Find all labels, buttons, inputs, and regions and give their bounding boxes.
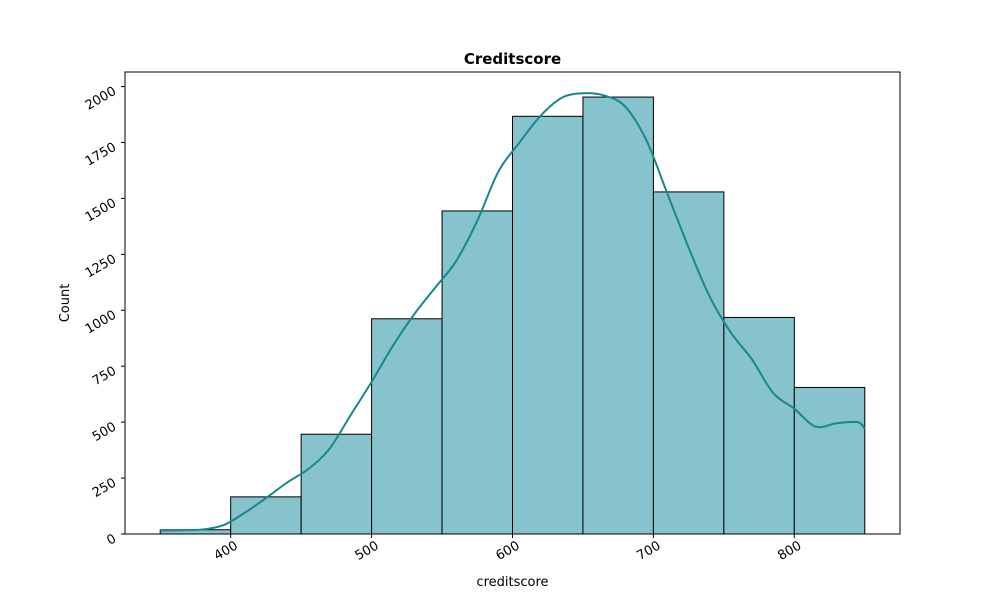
x-axis-label: creditscore xyxy=(476,575,548,590)
y-tick-label: 1750 xyxy=(83,140,119,170)
y-tick-label: 1250 xyxy=(83,252,119,282)
y-tick-label: 1000 xyxy=(83,308,119,338)
bars-layer xyxy=(159,96,866,535)
chart-title: Creditscore xyxy=(464,50,561,68)
kde-curve xyxy=(160,92,866,532)
x-tick-label: 600 xyxy=(493,538,522,563)
histogram-bar-5 xyxy=(512,115,584,535)
y-axis: 0 250 500 750 1000 1250 1500 1750 2000 xyxy=(83,84,125,549)
histogram-bar-2 xyxy=(300,433,373,535)
histogram-bar-9 xyxy=(793,386,866,535)
histogram-bar-7 xyxy=(652,191,725,535)
x-axis: 400 500 600 700 800 xyxy=(212,534,804,564)
x-tick-label: 800 xyxy=(775,538,804,563)
x-tick-label: 700 xyxy=(634,538,663,563)
y-tick-label: 2000 xyxy=(83,84,119,114)
x-tick-label: 500 xyxy=(353,538,382,563)
histogram-bar-3 xyxy=(371,318,443,535)
histogram-bar-8 xyxy=(723,316,795,535)
y-axis-label: Count xyxy=(58,284,73,323)
x-tick-label: 400 xyxy=(212,538,241,563)
y-tick-label: 500 xyxy=(90,420,119,445)
y-tick-label: 0 xyxy=(104,531,119,548)
y-tick-label: 250 xyxy=(90,476,119,501)
histogram-bar-4 xyxy=(441,210,513,535)
y-tick-label: 750 xyxy=(90,364,119,389)
histogram-bar-6 xyxy=(582,96,654,535)
y-tick-label: 1500 xyxy=(83,196,119,226)
